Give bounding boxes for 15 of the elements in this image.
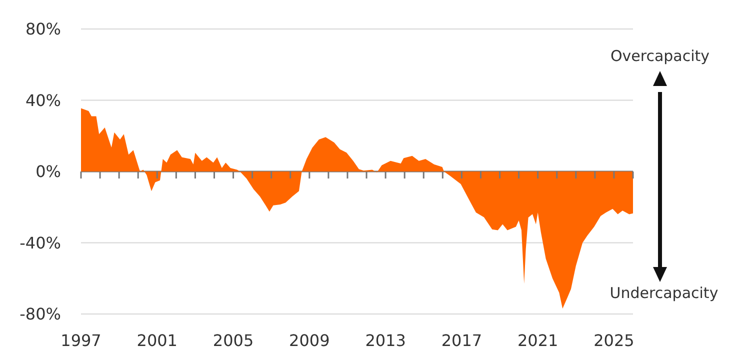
- x-tick-label: 1997: [60, 331, 102, 350]
- annotation: Overcapacity: [610, 47, 710, 65]
- x-tick-label: 2017: [441, 331, 482, 350]
- y-tick-label: 0%: [36, 162, 61, 182]
- x-tick-label: 2021: [517, 331, 558, 350]
- x-tick-label: 2009: [289, 331, 330, 350]
- x-tick-label: 2001: [136, 331, 178, 350]
- annotation: Undercapacity: [610, 284, 718, 302]
- x-tick-label: 2013: [365, 331, 406, 350]
- y-tick-label: -80%: [20, 304, 61, 324]
- x-tick-label: 2025: [594, 331, 634, 350]
- y-tick-label: 80%: [25, 20, 61, 39]
- x-tick-label: 2005: [212, 331, 254, 350]
- y-tick-label: -40%: [20, 233, 61, 252]
- y-tick-label: 40%: [25, 90, 61, 110]
